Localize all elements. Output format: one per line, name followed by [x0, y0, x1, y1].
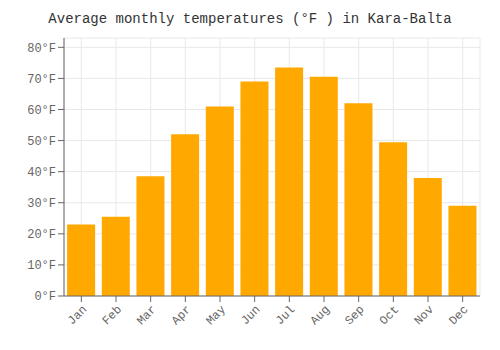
- svg-text:40°F: 40°F: [27, 166, 56, 180]
- svg-text:Mar: Mar: [134, 303, 159, 328]
- svg-text:30°F: 30°F: [27, 197, 56, 211]
- svg-text:Nov: Nov: [412, 303, 437, 328]
- svg-text:Feb: Feb: [100, 303, 125, 328]
- html-text:Average monthly temperatures (: Average monthly temperatures (°F ) in Ka…: [48, 11, 452, 27]
- svg-text:Jul: Jul: [273, 303, 298, 328]
- svg-text:Apr: Apr: [169, 303, 194, 328]
- svg-text:Sep: Sep: [342, 303, 367, 328]
- svg-text:Dec: Dec: [446, 303, 471, 328]
- svg-text:50°F: 50°F: [27, 135, 56, 149]
- svg-text:Jan: Jan: [65, 303, 90, 328]
- svg-text:0°F: 0°F: [34, 290, 56, 304]
- svg-text:60°F: 60°F: [27, 104, 56, 118]
- svg-text:May: May: [204, 303, 229, 328]
- svg-text:Jun: Jun: [238, 303, 263, 328]
- svg-text:10°F: 10°F: [27, 259, 56, 273]
- svg-text:Oct: Oct: [377, 303, 402, 328]
- svg-text:20°F: 20°F: [27, 228, 56, 242]
- svg-text:70°F: 70°F: [27, 73, 56, 87]
- svg-text:80°F: 80°F: [27, 42, 56, 56]
- svg-text:Aug: Aug: [308, 303, 333, 328]
